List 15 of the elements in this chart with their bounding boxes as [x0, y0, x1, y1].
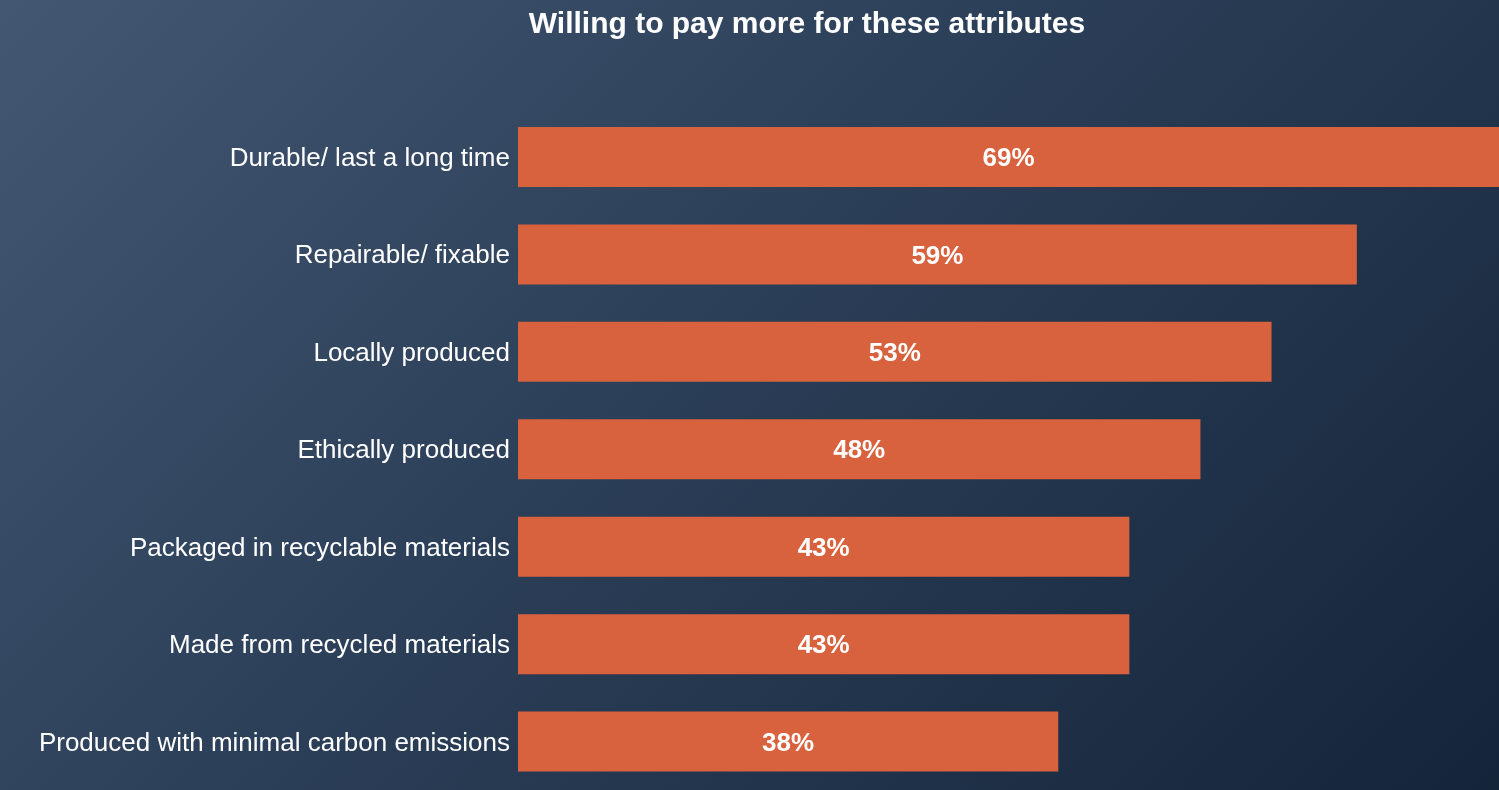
y-tick-label: Locally produced [313, 336, 510, 367]
y-tick-label: Packaged in recyclable materials [129, 531, 510, 562]
y-tick-label: Repairable/ fixable [294, 239, 510, 270]
data-label: 48% [833, 434, 886, 465]
data-label: 53% [868, 336, 921, 367]
data-label: 43% [797, 629, 850, 660]
data-label: 38% [762, 726, 815, 757]
data-label: 69% [982, 142, 1035, 173]
y-tick-label: Ethically produced [297, 434, 510, 465]
y-tick-label: Durable/ last a long time [229, 141, 510, 172]
y-tick-label: Produced with minimal carbon emissions [38, 726, 510, 757]
chart-title: Willing to pay more for these attributes [528, 6, 1086, 39]
data-label: 43% [797, 531, 850, 562]
y-tick-label: Made from recycled materials [169, 629, 510, 660]
data-label: 59% [911, 239, 964, 270]
